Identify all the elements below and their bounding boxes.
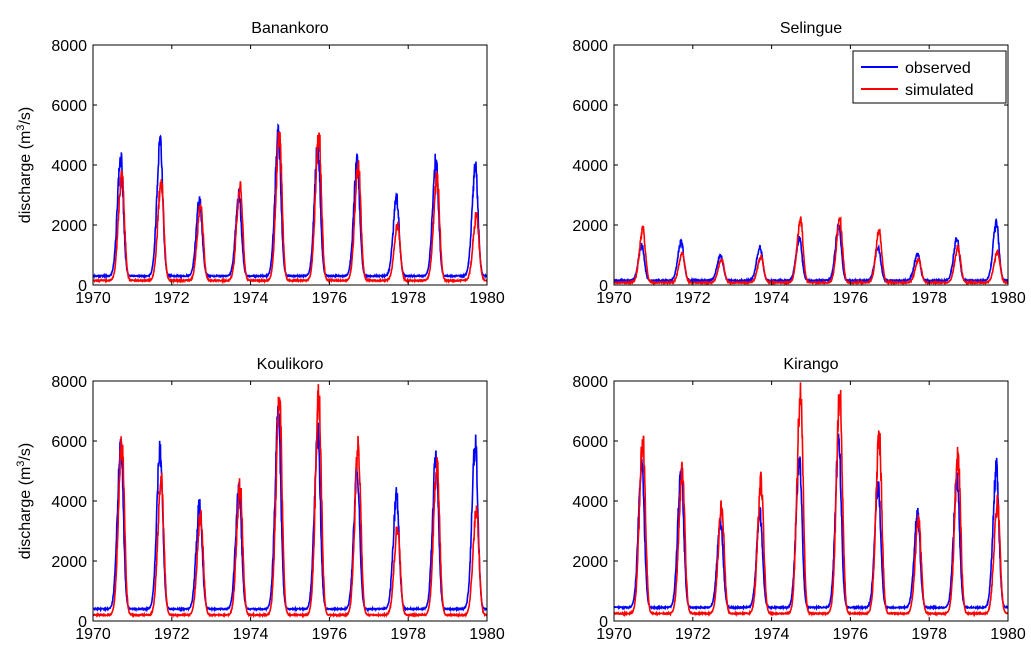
x-tick-label: 1978 (911, 290, 947, 307)
axes-frame (92, 380, 488, 622)
legend-label-simulated: simulated (905, 82, 973, 99)
x-tick-label: 1970 (596, 626, 632, 643)
panel-banankoro: Banankoro discharge (m3/s) 1970 1972 1974 197… (15, 20, 505, 307)
x-tick-label: 1974 (754, 290, 790, 307)
y-tick-label: 6000 (51, 98, 87, 115)
series-line-simulated (614, 382, 1008, 618)
x-tick-label: 1976 (312, 290, 348, 307)
series-line-simulated (614, 216, 1008, 285)
y-tick-label: 4000 (51, 158, 87, 175)
x-tick-label: 1980 (469, 290, 505, 307)
x-tick-label: 1972 (675, 626, 711, 643)
y-tick-label: 0 (599, 614, 608, 631)
y-axis-label: discharge (m3/s) (15, 443, 34, 559)
legend-box (852, 50, 1007, 104)
y-tick-label: 6000 (51, 434, 87, 451)
y-tick-label: 0 (78, 278, 87, 295)
x-tick-label: 1980 (469, 626, 505, 643)
x-tick-label: 1974 (754, 626, 790, 643)
series-line-simulated (93, 131, 487, 285)
x-tick-label: 1980 (990, 290, 1026, 307)
series-line-observed (93, 405, 487, 613)
y-tick-label: 4000 (572, 494, 608, 511)
x-tick-label: 1974 (233, 290, 269, 307)
panel-selingue: Selingue 1970 1972 1974 1976 1978 1980 0 2000 400… (572, 20, 1025, 307)
x-tick-label: 1972 (154, 290, 190, 307)
y-tick-label: 2000 (51, 218, 87, 235)
x-tick-label: 1972 (675, 290, 711, 307)
axes-frame (613, 380, 1009, 622)
series-line-observed (93, 123, 487, 280)
x-tick-label: 1970 (75, 626, 111, 643)
y-axis-label: discharge (m3/s) (15, 107, 34, 223)
x-tick-label: 1978 (911, 626, 947, 643)
panel-title: Banankoro (251, 20, 328, 37)
y-tick-label: 8000 (51, 374, 87, 391)
x-tick-label: 1978 (390, 626, 426, 643)
y-tick-label: 6000 (572, 98, 608, 115)
x-tick-label: 1980 (990, 626, 1026, 643)
panel-title: Kirango (783, 356, 838, 373)
y-tick-label: 6000 (572, 434, 608, 451)
y-tick-label: 2000 (572, 218, 608, 235)
y-tick-label: 8000 (572, 38, 608, 55)
x-tick-label: 1970 (596, 290, 632, 307)
x-tick-label: 1970 (75, 290, 111, 307)
y-tick-label: 8000 (572, 374, 608, 391)
x-tick-label: 1974 (233, 626, 269, 643)
panel-kirango: Kirango 1970 1972 1974 1976 1978 1980 0 2000 4000… (572, 356, 1025, 643)
series-line-simulated (93, 384, 487, 619)
y-tick-label: 2000 (572, 554, 608, 571)
panel-title: Koulikoro (257, 356, 324, 373)
panel-title: Selingue (780, 20, 842, 37)
series-line-observed (614, 433, 1008, 612)
panel-koulikoro: Koulikoro discharge (m3/s) 1970 1972 1974 197… (15, 356, 505, 643)
y-tick-label: 8000 (51, 38, 87, 55)
y-tick-label: 4000 (572, 158, 608, 175)
axes-frame (92, 44, 488, 286)
y-tick-label: 0 (599, 278, 608, 295)
x-tick-label: 1978 (390, 290, 426, 307)
series-line-observed (614, 218, 1008, 285)
legend-label-observed: observed (905, 60, 971, 77)
x-tick-label: 1976 (312, 626, 348, 643)
y-tick-label: 0 (78, 614, 87, 631)
x-tick-label: 1976 (833, 626, 869, 643)
y-tick-label: 2000 (51, 554, 87, 571)
y-tick-label: 4000 (51, 494, 87, 511)
x-tick-label: 1976 (833, 290, 869, 307)
x-tick-label: 1972 (154, 626, 190, 643)
legend: observed simulated (852, 50, 1007, 104)
